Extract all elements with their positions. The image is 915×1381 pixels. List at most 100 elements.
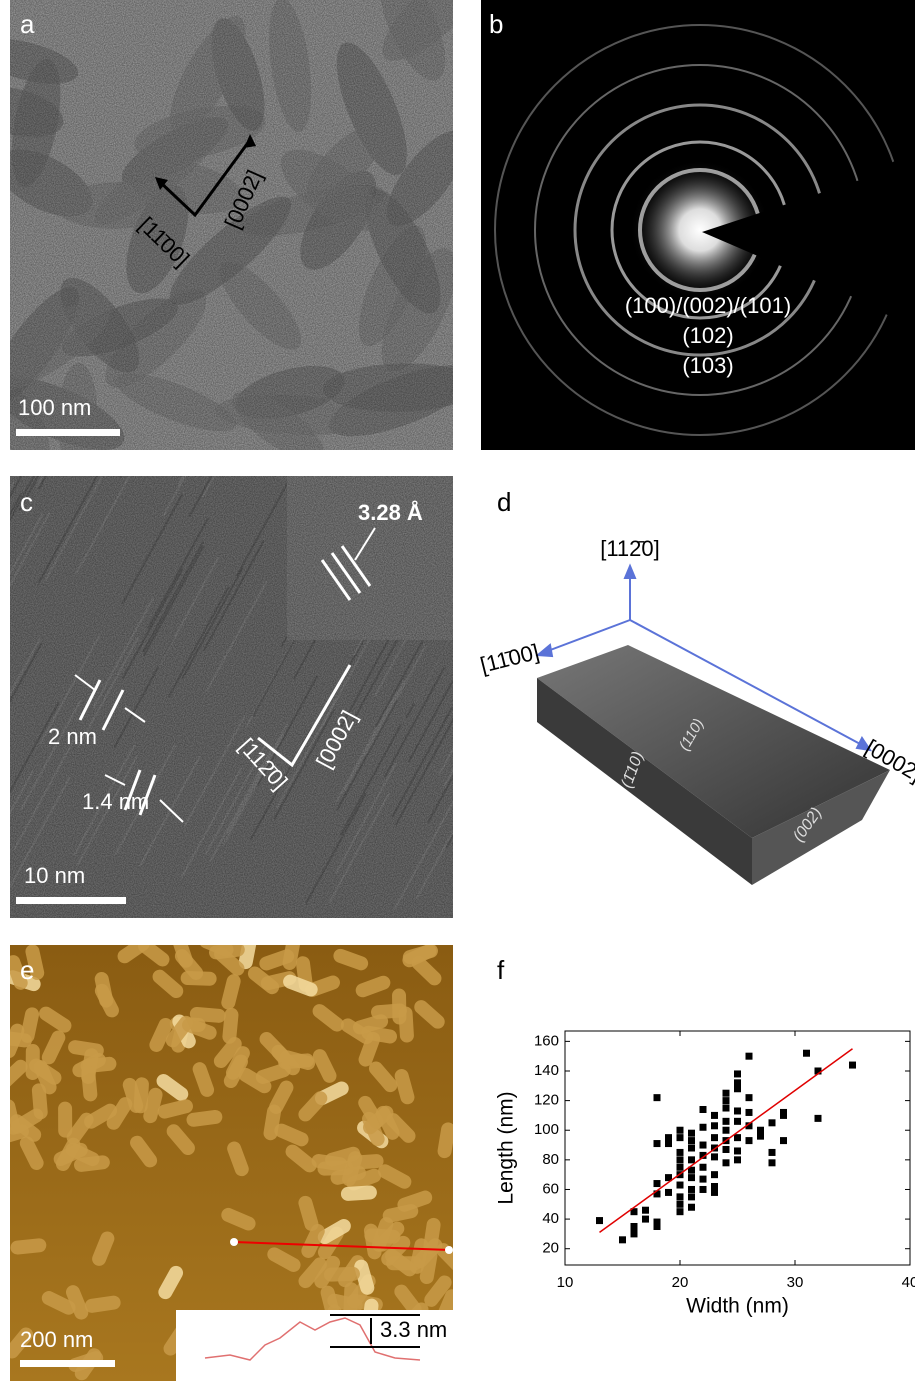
scale-bar: [20, 1360, 115, 1367]
x-tick-label: 40: [902, 1274, 915, 1291]
data-point: [723, 1105, 730, 1112]
lattice-fringe: [478, 769, 538, 879]
data-point: [769, 1149, 776, 1156]
figure: [0002] [11̄00] a 100 nm b (100)/(002)/(1…: [0, 0, 915, 1381]
lattice-fringe: [506, 726, 566, 836]
data-point: [654, 1180, 661, 1187]
data-point: [723, 1118, 730, 1125]
data-point: [677, 1208, 684, 1215]
data-point: [723, 1146, 730, 1153]
data-point: [734, 1070, 741, 1077]
y-tick-label: 120: [534, 1092, 559, 1109]
data-point: [654, 1219, 661, 1226]
data-point: [688, 1137, 695, 1144]
lattice-fringe: [512, 486, 572, 596]
data-point: [688, 1174, 695, 1181]
data-point: [688, 1186, 695, 1193]
data-point: [665, 1189, 672, 1196]
data-point: [677, 1201, 684, 1208]
lattice-fringe: [474, 725, 534, 835]
profile-end: [445, 1246, 453, 1254]
axis-line: [545, 620, 630, 652]
y-tick-label: 20: [542, 1240, 559, 1257]
data-point: [780, 1137, 787, 1144]
data-point: [677, 1127, 684, 1134]
x-tick-label: 20: [672, 1274, 689, 1291]
afm-nanorod: [133, 1077, 149, 1114]
data-point: [757, 1127, 764, 1134]
x-tick-label: 10: [557, 1274, 574, 1291]
data-point: [780, 1109, 787, 1116]
panel-label: b: [489, 9, 503, 39]
data-point: [688, 1130, 695, 1137]
lattice-fringe: [444, 677, 504, 787]
height-label: 3.3 nm: [380, 1317, 447, 1342]
data-point: [677, 1134, 684, 1141]
data-point: [803, 1050, 810, 1057]
data-point: [688, 1156, 695, 1163]
axis-arrow: [625, 566, 635, 578]
x-axis-label: Width (nm): [686, 1295, 789, 1318]
afm-nanorod: [324, 1267, 360, 1282]
data-point: [746, 1053, 753, 1060]
panel-b-image: b (100)/(002)/(101) (102) (103): [481, 0, 915, 450]
data-point: [711, 1153, 718, 1160]
fit-line: [600, 1049, 853, 1233]
lattice-fringe: [564, 788, 624, 898]
scale-label: 100 nm: [18, 395, 91, 420]
data-point: [688, 1145, 695, 1152]
data-point: [677, 1193, 684, 1200]
data-point: [677, 1182, 684, 1189]
data-point: [723, 1090, 730, 1097]
scale-label: 200 nm: [20, 1327, 93, 1352]
panel-label: c: [20, 487, 33, 517]
lattice-fringe: [468, 668, 528, 778]
scale-bar: [16, 429, 120, 436]
y-tick-label: 80: [542, 1151, 559, 1168]
data-point: [665, 1134, 672, 1141]
data-point: [688, 1193, 695, 1200]
data-point: [700, 1176, 707, 1183]
data-point: [654, 1140, 661, 1147]
profile-end: [230, 1238, 238, 1246]
data-point: [769, 1119, 776, 1126]
axis-arrow: [538, 645, 552, 656]
spacing-label: 1.4 nm: [82, 789, 149, 814]
ring-label: (103): [682, 353, 733, 378]
data-point: [711, 1183, 718, 1190]
data-point: [734, 1147, 741, 1154]
afm-nanorod: [392, 988, 407, 1024]
data-point: [711, 1134, 718, 1141]
y-axis-label: Length (nm): [495, 1091, 518, 1204]
data-point: [746, 1094, 753, 1101]
data-point: [734, 1079, 741, 1086]
y-tick-label: 60: [542, 1180, 559, 1197]
data-point: [677, 1164, 684, 1171]
data-point: [746, 1109, 753, 1116]
scale-label: 10 nm: [24, 863, 85, 888]
data-point: [734, 1107, 741, 1114]
lattice-fringe: [447, 737, 507, 847]
lattice-fringe: [509, 789, 569, 899]
data-point: [711, 1112, 718, 1119]
afm-nanorod: [180, 971, 216, 986]
data-point: [769, 1159, 776, 1166]
data-point: [677, 1156, 684, 1163]
ring-label: (100)/(002)/(101): [625, 293, 791, 318]
data-point: [700, 1164, 707, 1171]
y-tick-label: 140: [534, 1062, 559, 1079]
data-point: [700, 1142, 707, 1149]
data-point: [642, 1207, 649, 1214]
data-point: [734, 1156, 741, 1163]
data-point: [654, 1094, 661, 1101]
scale-bar: [16, 897, 126, 904]
data-point: [596, 1217, 603, 1224]
lattice-fringe: [535, 745, 595, 855]
y-tick-label: 40: [542, 1210, 559, 1227]
data-point: [849, 1062, 856, 1069]
data-point: [711, 1171, 718, 1178]
data-point: [631, 1223, 638, 1230]
data-point: [815, 1115, 822, 1122]
data-point: [688, 1204, 695, 1211]
